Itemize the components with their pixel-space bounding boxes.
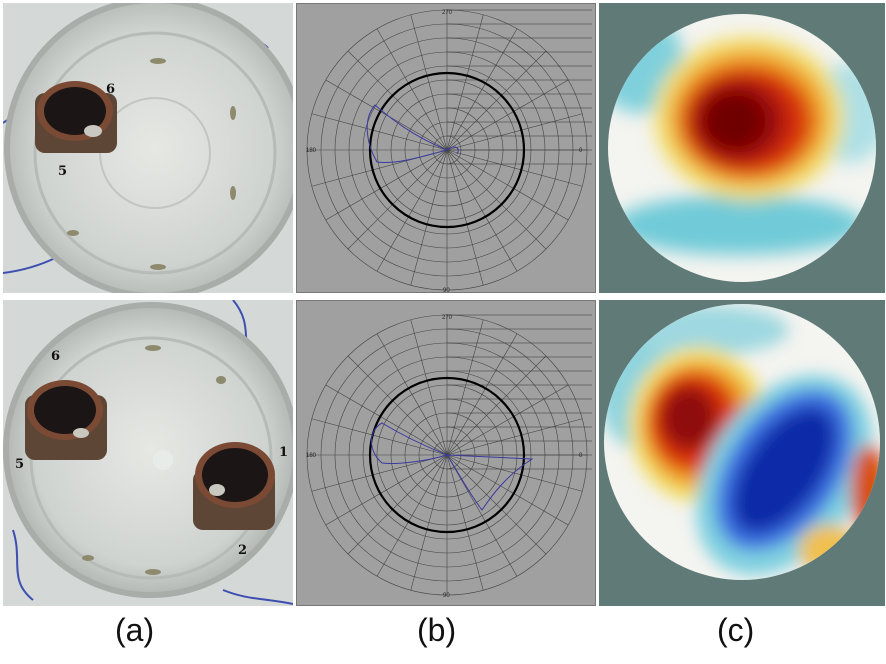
angle-label-right: 0 bbox=[579, 148, 583, 154]
beaker-photo-bottom: 6 5 1 2 bbox=[3, 300, 293, 606]
label-electrode-2: 2 bbox=[238, 543, 247, 558]
polar-trace bbox=[371, 422, 534, 511]
polar-spoke bbox=[446, 319, 484, 456]
polar-rings bbox=[306, 9, 592, 291]
photo-top: 6 5 bbox=[3, 3, 293, 293]
polar-spoke bbox=[446, 113, 583, 151]
polar-spoke bbox=[446, 50, 547, 151]
label-electrode-1: 1 bbox=[279, 445, 288, 460]
label-electrode-5: 5 bbox=[15, 457, 24, 472]
electrode-tube-right bbox=[193, 442, 275, 530]
polar-spoke bbox=[446, 454, 547, 555]
polar-spoke bbox=[446, 149, 484, 286]
reference-circle bbox=[368, 71, 526, 229]
polar-grid-top: 270 90 180 0 bbox=[306, 9, 592, 293]
polar-spoke bbox=[446, 454, 484, 591]
angle-label-top: 270 bbox=[442, 10, 453, 16]
polar-spoke bbox=[347, 355, 448, 456]
polar-spoke bbox=[446, 355, 547, 456]
polar-spoke bbox=[446, 454, 569, 526]
conductivity-image-bottom bbox=[604, 304, 880, 580]
polar-spoke bbox=[446, 149, 583, 187]
polar-spoke bbox=[446, 454, 518, 577]
angle-label-top: 270 bbox=[442, 315, 453, 321]
polar-spoke bbox=[311, 418, 448, 456]
polar-spoke bbox=[446, 454, 583, 492]
polar-spoke bbox=[446, 79, 569, 151]
polar-spoke bbox=[376, 28, 448, 151]
polar-trace bbox=[366, 104, 459, 164]
polar-spoke bbox=[410, 454, 448, 591]
polar-plot-bottom: 270 90 180 0 bbox=[296, 300, 596, 606]
electrode-tube-left bbox=[25, 380, 107, 460]
polar-spoke bbox=[410, 14, 448, 151]
polar-spoke bbox=[325, 384, 448, 456]
angle-label-right: 0 bbox=[579, 453, 583, 459]
polar-spoke bbox=[446, 333, 518, 456]
polar-spoke bbox=[446, 149, 569, 221]
caption-b: (b) bbox=[417, 612, 457, 648]
polar-spoke bbox=[410, 149, 448, 286]
polar-plot-top: 270 90 180 0 bbox=[296, 3, 596, 293]
label-electrode-6: 6 bbox=[51, 349, 60, 364]
polar-spoke bbox=[410, 319, 448, 456]
angle-label-bottom: 90 bbox=[443, 288, 450, 293]
polar-spoke bbox=[446, 384, 569, 456]
label-electrode-5: 5 bbox=[58, 164, 67, 179]
polar-spoke bbox=[446, 14, 484, 151]
conductivity-image-top bbox=[608, 14, 876, 282]
electrode-tube-6 bbox=[35, 81, 117, 153]
polar-rings bbox=[306, 314, 592, 596]
photo-bottom: 6 5 1 2 bbox=[3, 300, 293, 606]
polar-spoke bbox=[311, 113, 448, 151]
heatmap-bottom bbox=[599, 300, 885, 606]
angle-label-left: 180 bbox=[306, 453, 317, 459]
polar-spoke bbox=[446, 149, 547, 250]
polar-spoke bbox=[325, 149, 448, 221]
polar-spoke bbox=[446, 28, 518, 151]
caption-c: (c) bbox=[717, 612, 755, 648]
polar-spoke bbox=[311, 454, 448, 492]
polar-grid-bottom: 270 90 180 0 bbox=[306, 314, 592, 599]
angle-label-left: 180 bbox=[306, 148, 317, 154]
heatmap-top bbox=[599, 3, 885, 293]
polar-spoke bbox=[376, 454, 448, 577]
angle-label-bottom: 90 bbox=[443, 593, 450, 599]
polar-spoke bbox=[347, 149, 448, 250]
polar-spoke bbox=[347, 454, 448, 555]
reference-circle bbox=[368, 376, 526, 534]
polar-spoke bbox=[376, 333, 448, 456]
label-electrode-6: 6 bbox=[106, 82, 115, 97]
polar-spoke bbox=[325, 454, 448, 526]
polar-spoke bbox=[446, 149, 518, 272]
caption-a: (a) bbox=[115, 612, 155, 648]
polar-spoke bbox=[446, 418, 583, 456]
polar-spoke bbox=[376, 149, 448, 272]
beaker-photo-top: 6 5 bbox=[3, 3, 293, 293]
polar-spoke bbox=[347, 50, 448, 151]
